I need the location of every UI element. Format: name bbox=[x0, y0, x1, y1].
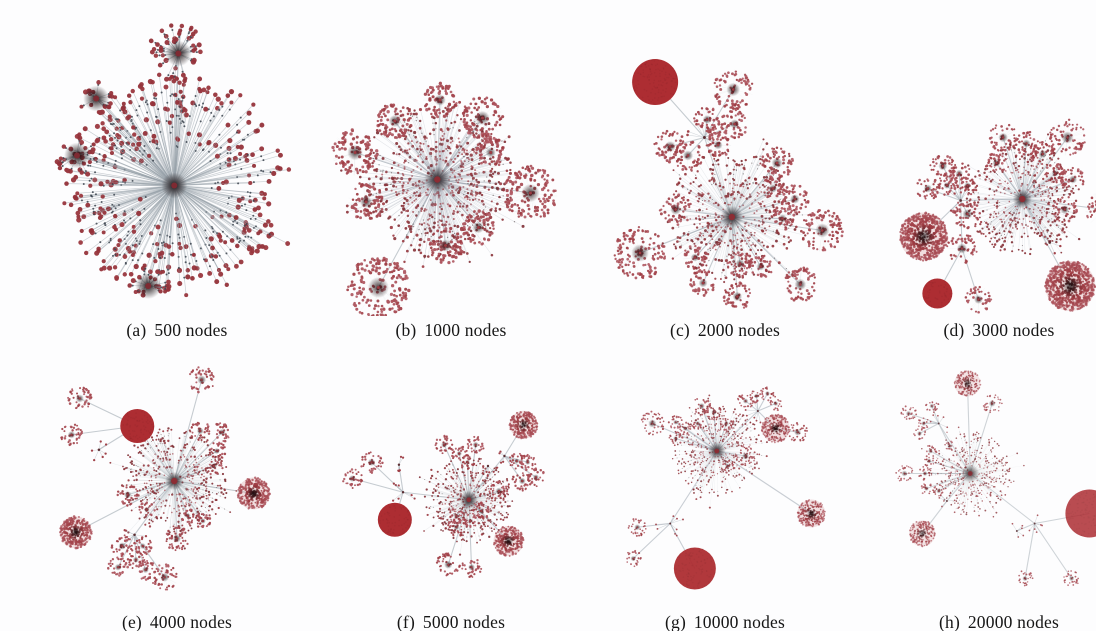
panel-f: (f) 5000 nodes bbox=[314, 347, 588, 631]
network-graph-h bbox=[862, 356, 1096, 606]
panel-caption-c: (c) 2000 nodes bbox=[588, 320, 862, 341]
panel-caption-h: (h) 20000 nodes bbox=[862, 612, 1096, 631]
network-graph-e bbox=[40, 356, 314, 606]
caption-text-d: 3000 nodes bbox=[972, 320, 1055, 340]
caption-label-g: (g) bbox=[664, 612, 686, 631]
network-graph-b bbox=[314, 16, 588, 316]
panel-a: (a) 500 nodes bbox=[40, 16, 314, 347]
caption-text-f: 5000 nodes bbox=[422, 612, 506, 631]
panel-caption-a: (a) 500 nodes bbox=[40, 320, 314, 341]
caption-label-h: (h) bbox=[938, 612, 960, 631]
panel-c: (c) 2000 nodes bbox=[588, 16, 862, 347]
network-graph-f bbox=[314, 356, 588, 606]
caption-text-h: 20000 nodes bbox=[967, 612, 1060, 631]
network-graph-c bbox=[588, 16, 862, 316]
caption-text-a: 500 nodes bbox=[154, 320, 228, 340]
caption-label-c: (c) bbox=[669, 320, 690, 340]
panel-b: (b) 1000 nodes bbox=[314, 16, 588, 347]
panel-caption-f: (f) 5000 nodes bbox=[314, 612, 588, 631]
network-graph-a bbox=[40, 16, 314, 316]
caption-text-e: 4000 nodes bbox=[149, 612, 233, 631]
caption-label-e: (e) bbox=[121, 612, 142, 631]
caption-label-b: (b) bbox=[395, 320, 417, 340]
panel-caption-g: (g) 10000 nodes bbox=[588, 612, 862, 631]
network-graph-g bbox=[588, 356, 862, 606]
panel-caption-d: (d) 3000 nodes bbox=[862, 320, 1096, 341]
caption-text-c: 2000 nodes bbox=[697, 320, 781, 340]
panel-e: (e) 4000 nodes bbox=[40, 347, 314, 631]
panel-caption-b: (b) 1000 nodes bbox=[314, 320, 588, 341]
caption-label-d: (d) bbox=[943, 320, 965, 340]
panel-h: (h) 20000 nodes bbox=[862, 347, 1096, 631]
network-graph-d bbox=[862, 16, 1096, 316]
caption-text-g: 10000 nodes bbox=[693, 612, 786, 631]
panel-caption-e: (e) 4000 nodes bbox=[40, 612, 314, 631]
caption-label-f: (f) bbox=[396, 612, 415, 631]
caption-label-a: (a) bbox=[126, 320, 147, 340]
panel-g: (g) 10000 nodes bbox=[588, 347, 862, 631]
caption-text-b: 1000 nodes bbox=[424, 320, 507, 340]
panel-d: (d) 3000 nodes bbox=[862, 16, 1096, 347]
